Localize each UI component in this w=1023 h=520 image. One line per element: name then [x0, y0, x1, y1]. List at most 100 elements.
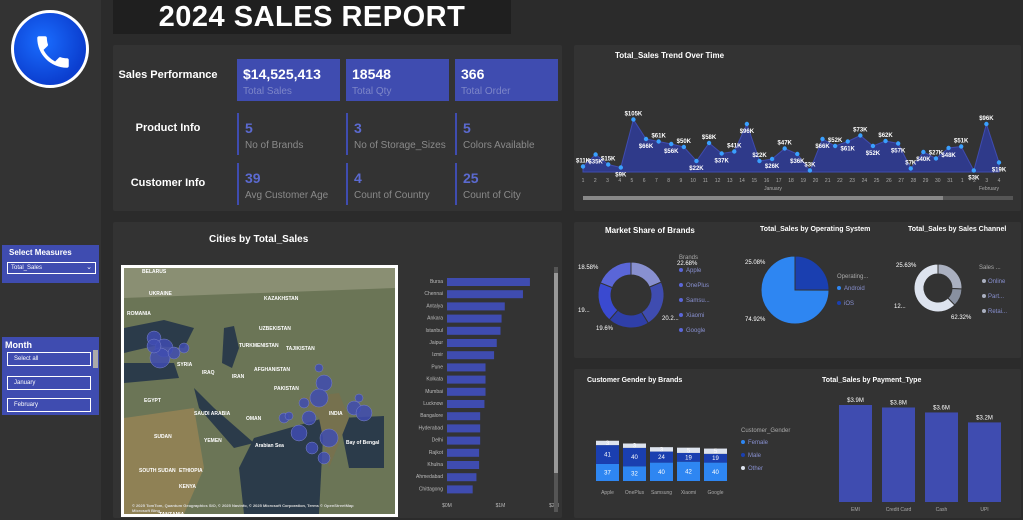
os-pie-slice — [760, 255, 830, 325]
trend-x-tick: 18 — [788, 178, 794, 184]
channel-legend-title: Sales ... — [979, 265, 1001, 271]
total-sales-value: $14,525,413 — [243, 66, 321, 82]
city-label: Ankara — [427, 316, 443, 322]
trend-x-tick: 16 — [764, 178, 770, 184]
trend-x-tick: 9 — [679, 178, 682, 184]
country-label: Count of Country — [354, 190, 430, 201]
city-bar — [447, 387, 486, 396]
phone-icon — [11, 10, 89, 88]
city-label: Chittagong — [419, 486, 443, 492]
gender-x-tick: Samsung — [651, 490, 672, 496]
city-label: Istanbul — [425, 328, 443, 334]
share-charts[interactable]: 18.58% 22.68% 19... 19.6% 20.2... Brands Apple… — [574, 222, 1021, 358]
measure-slicer[interactable]: Select Measures Total_Sales ⌄ — [2, 245, 99, 283]
trend-data-label: $3K — [804, 163, 816, 169]
gender-bar-female — [650, 462, 673, 481]
trend-x-tick: 23 — [849, 178, 855, 184]
city-label: Khulna — [427, 462, 443, 468]
city-bar — [447, 448, 480, 457]
gender-other-label: 5 — [714, 449, 718, 455]
city-label: Lucknow — [423, 401, 443, 407]
city-bubble — [290, 424, 308, 442]
city-bar — [447, 278, 530, 286]
map-bubbles[interactable] — [124, 268, 395, 514]
month-item-select-all[interactable]: Select all — [7, 352, 91, 366]
city-bubble — [284, 411, 294, 421]
month-item-february[interactable]: February — [7, 398, 91, 412]
city-label: Jaipur — [429, 340, 443, 346]
city-bar — [447, 302, 505, 311]
trend-point — [706, 140, 712, 146]
customer-info-label: Customer Info — [130, 177, 206, 189]
month-slicer[interactable]: Month Select all January February — [2, 337, 99, 415]
trend-point — [669, 141, 674, 147]
colors-value: 5 — [463, 120, 471, 136]
scrollbar[interactable] — [93, 350, 98, 368]
brands-legend-dot — [679, 313, 683, 317]
trend-data-label: $47K — [778, 141, 793, 147]
trend-x-tick: 2 — [973, 178, 976, 184]
total-order-label: Total Order — [461, 86, 511, 97]
trend-point — [643, 136, 649, 142]
city-bar — [447, 339, 497, 347]
channel-legend-dot — [982, 309, 986, 313]
trend-x-tick: 4 — [998, 178, 1001, 184]
trend-x-tick: 12 — [715, 178, 721, 184]
map-region-label: UKRAINE — [149, 291, 172, 297]
channel-title: Total_Sales by Sales Channel — [908, 226, 1007, 233]
trend-data-label: $52K — [866, 151, 881, 157]
gender-bar-female — [623, 466, 646, 481]
total-qty-card: 18548 Total Qty — [346, 59, 449, 101]
measure-slicer-title: Select Measures — [9, 248, 72, 257]
city-bubble — [317, 451, 331, 465]
country-value: 4 — [354, 170, 362, 186]
payment-bar — [882, 407, 915, 502]
gender-other-label: 3 — [633, 444, 637, 450]
payment-value-label: $3.8M — [890, 400, 907, 406]
trend-data-label: $9K — [615, 173, 627, 179]
gender-payment-panel: Customer Gender by Brands Total_Sales by… — [574, 369, 1021, 518]
city-bar — [447, 412, 481, 421]
trend-data-label: $19K — [992, 168, 1007, 174]
title-bar: 2024 SALES REPORT — [113, 0, 511, 34]
trend-data-label: $27K — [929, 151, 944, 157]
trend-chart[interactable]: $11K$35K$15K $9K $105K $66K $61K $56K $50K $22K… — [574, 45, 1021, 211]
map-region-label: INDIA — [329, 411, 343, 417]
trend-point — [832, 143, 838, 149]
gender-bar-male — [596, 445, 619, 464]
gender-female-label: 40 — [658, 470, 665, 476]
trend-point — [618, 165, 624, 170]
cities-map[interactable]: BELARUS UKRAINE ROMANIA KAZAKHSTAN UZBEKISTA… — [121, 265, 398, 517]
map-region-label: EGYPT — [144, 398, 161, 404]
map-credit: © 2025 TomTom, Quantum Geographics SIO, … — [132, 503, 354, 508]
month-item-january[interactable]: January — [7, 376, 91, 390]
gender-bar-other — [704, 448, 727, 454]
brands-legend-item: OnePlus — [686, 283, 709, 289]
gender-bar-female — [596, 463, 619, 481]
trend-point — [694, 158, 699, 164]
brands-legend-dot — [679, 298, 683, 302]
trend-data-label: $22K — [752, 153, 767, 159]
city-bar — [447, 424, 481, 433]
trend-point — [895, 141, 901, 146]
gender-x-tick: Xiaomi — [681, 490, 696, 496]
city-bar — [447, 314, 502, 323]
trend-x-tick: 30 — [935, 178, 941, 184]
trend-data-label: $58K — [702, 135, 717, 141]
trend-x-tick: 22 — [837, 178, 843, 184]
cities-bar-chart[interactable]: Bursa Chennai Antalya Ankara Istanbul Jaipur I… — [403, 267, 562, 517]
trend-x-tick: 5 — [631, 178, 634, 184]
trend-data-label: $66K — [639, 144, 654, 150]
measure-dropdown[interactable]: Total_Sales ⌄ — [7, 262, 96, 274]
trend-x-tick: 28 — [911, 178, 917, 184]
trend-data-label: $61K — [651, 134, 666, 140]
brands-legend-item: Xiaomi — [686, 313, 704, 319]
map-region-label: TURKMENISTAN — [239, 343, 279, 349]
gender-payment-charts[interactable]: 37413Apple32403OnePlus40243Samsung42195X… — [574, 369, 1021, 518]
chevron-down-icon[interactable]: ⌄ — [86, 264, 92, 271]
trend-x-tick: 3 — [985, 178, 988, 184]
trend-point — [631, 117, 636, 122]
channel-legend-dot — [982, 279, 986, 283]
gender-legend-item: Female — [748, 440, 769, 446]
age-value: 39 — [245, 170, 261, 186]
